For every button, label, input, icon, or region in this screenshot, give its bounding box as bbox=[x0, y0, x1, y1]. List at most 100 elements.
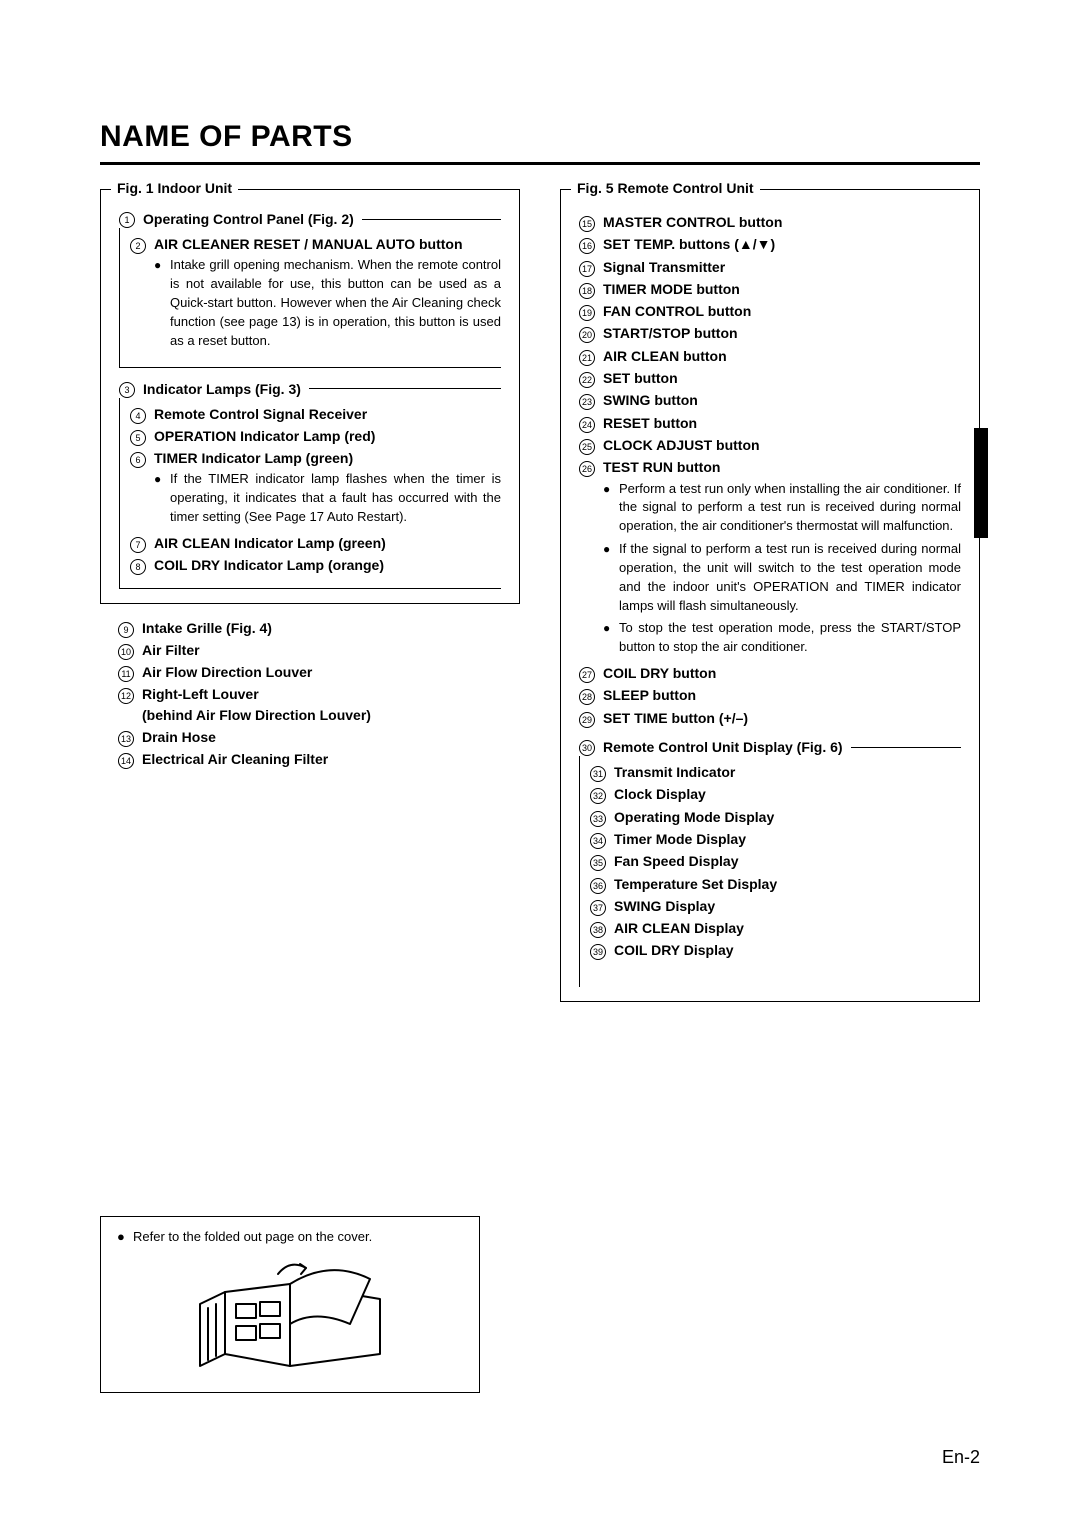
item-number: 36 bbox=[590, 878, 606, 894]
two-column-layout: Fig. 1 Indoor Unit 1 Operating Control P… bbox=[100, 189, 980, 1016]
parts-item: 17Signal Transmitter bbox=[579, 257, 961, 277]
footer-note: ● Refer to the folded out page on the co… bbox=[117, 1229, 463, 1244]
item-label: RESET button bbox=[603, 415, 697, 431]
item-number: 19 bbox=[579, 305, 595, 321]
parts-item: 36 Temperature Set Display bbox=[590, 874, 961, 894]
item-label: Remote Control Signal Receiver bbox=[154, 406, 367, 422]
side-tab bbox=[974, 428, 988, 538]
item-label: SWING Display bbox=[614, 898, 715, 914]
parts-item: 38AIR CLEAN Display bbox=[590, 918, 961, 938]
parts-item: 19 FAN CONTROL button bbox=[579, 301, 961, 321]
foldout-book-icon bbox=[180, 1254, 400, 1374]
item-number: 5 bbox=[130, 430, 146, 446]
item-number: 27 bbox=[579, 667, 595, 683]
page-number: En-2 bbox=[942, 1447, 980, 1468]
item-label: Air Filter bbox=[142, 642, 200, 658]
item-number: 2 bbox=[130, 238, 146, 254]
item-label: Fan Speed Display bbox=[614, 853, 738, 869]
parts-item: 13 Drain Hose bbox=[118, 727, 520, 747]
item-number: 4 bbox=[130, 408, 146, 424]
footer-note-text: Refer to the folded out page on the cove… bbox=[133, 1229, 372, 1244]
item-label: COIL DRY Indicator Lamp (orange) bbox=[154, 557, 384, 573]
item-number: 31 bbox=[590, 766, 606, 782]
parts-item: 10 Air Filter bbox=[118, 640, 520, 660]
item-label: TEST RUN button bbox=[603, 459, 720, 475]
title-rule bbox=[100, 162, 980, 165]
item-bullets: ●Intake grill opening mechanism. When th… bbox=[154, 256, 501, 350]
parts-item: 2AIR CLEANER RESET / MANUAL AUTO button●… bbox=[130, 234, 501, 355]
item-label: Transmit Indicator bbox=[614, 764, 735, 780]
parts-item: 21AIR CLEAN button bbox=[579, 346, 961, 366]
footer-box: ● Refer to the folded out page on the co… bbox=[100, 1216, 480, 1393]
remote-control-box: Fig. 5 Remote Control Unit 15MASTER CONT… bbox=[560, 189, 980, 1002]
item-label: AIR CLEAN button bbox=[603, 348, 727, 364]
item-label: MASTER CONTROL button bbox=[603, 214, 782, 230]
item-number: 33 bbox=[590, 811, 606, 827]
item-label: Clock Display bbox=[614, 786, 706, 802]
parts-item: 8 COIL DRY Indicator Lamp (orange) bbox=[130, 555, 501, 575]
item-label: Timer Mode Display bbox=[614, 831, 746, 847]
group-heading-indicator-lamps: 3 Indicator Lamps (Fig. 3) bbox=[119, 380, 501, 398]
item-label: Signal Transmitter bbox=[603, 259, 725, 275]
parts-item: 22 SET button bbox=[579, 368, 961, 388]
item-label: COIL DRY button bbox=[603, 665, 716, 681]
item-label: Intake Grille (Fig. 4) bbox=[142, 620, 272, 636]
item-number: 13 bbox=[118, 731, 134, 747]
item-label: START/STOP button bbox=[603, 325, 738, 341]
item-label: Indicator Lamps (Fig. 3) bbox=[143, 381, 301, 397]
item-list: 2AIR CLEANER RESET / MANUAL AUTO button●… bbox=[119, 228, 501, 368]
item-label: SET button bbox=[603, 370, 678, 386]
item-number: 3 bbox=[119, 382, 135, 398]
item-label: TIMER Indicator Lamp (green) bbox=[154, 450, 353, 466]
item-number: 20 bbox=[579, 327, 595, 343]
parts-item: 9 Intake Grille (Fig. 4) bbox=[118, 618, 520, 638]
right-column: Fig. 5 Remote Control Unit 15MASTER CONT… bbox=[560, 189, 980, 1016]
bullet-text: If the signal to perform a test run is r… bbox=[619, 540, 961, 615]
fig5-label: Fig. 5 Remote Control Unit bbox=[571, 180, 760, 196]
item-label: FAN CONTROL button bbox=[603, 303, 751, 319]
item-number: 32 bbox=[590, 788, 606, 804]
parts-item: 12Right-Left Louver(behind Air Flow Dire… bbox=[118, 684, 520, 725]
item-label: Right-Left Louver bbox=[142, 686, 259, 702]
item-number: 29 bbox=[579, 712, 595, 728]
item-label: SLEEP button bbox=[603, 687, 696, 703]
group-heading-remote-display: 30 Remote Control Unit Display (Fig. 6) bbox=[579, 738, 961, 756]
bullet-text: To stop the test operation mode, press t… bbox=[619, 619, 961, 657]
item-number: 25 bbox=[579, 439, 595, 455]
page-title: NAME OF PARTS bbox=[100, 120, 980, 154]
bullet-text: Perform a test run only when installing … bbox=[619, 480, 961, 537]
item-number: 10 bbox=[118, 644, 134, 660]
indoor-unit-box: Fig. 1 Indoor Unit 1 Operating Control P… bbox=[100, 189, 520, 604]
parts-item: 39COIL DRY Display bbox=[590, 940, 961, 960]
item-label: SET TIME button (+/–) bbox=[603, 710, 748, 726]
item-number: 18 bbox=[579, 283, 595, 299]
item-label: COIL DRY Display bbox=[614, 942, 734, 958]
parts-item: 35Fan Speed Display bbox=[590, 851, 961, 871]
item-label: Operating Control Panel (Fig. 2) bbox=[143, 211, 354, 227]
item-label: Temperature Set Display bbox=[614, 876, 777, 892]
parts-item: 16SET TEMP. buttons (▲/▼) bbox=[579, 234, 961, 254]
item-number: 15 bbox=[579, 216, 595, 232]
item-number: 7 bbox=[130, 537, 146, 553]
parts-item: 25CLOCK ADJUST button bbox=[579, 435, 961, 455]
item-number: 24 bbox=[579, 417, 595, 433]
item-number: 9 bbox=[118, 622, 134, 638]
item-number: 1 bbox=[119, 212, 135, 228]
parts-item: 14Electrical Air Cleaning Filter bbox=[118, 749, 520, 769]
item-label: TIMER MODE button bbox=[603, 281, 740, 297]
item-label: SET TEMP. buttons (▲/▼) bbox=[603, 236, 775, 252]
group-heading-operating-control-panel: 1 Operating Control Panel (Fig. 2) bbox=[119, 210, 501, 228]
item-number: 22 bbox=[579, 372, 595, 388]
parts-item: 7AIR CLEAN Indicator Lamp (green) bbox=[130, 533, 501, 553]
parts-item: 15 MASTER CONTROL button bbox=[579, 212, 961, 232]
item-number: 8 bbox=[130, 559, 146, 575]
item-list-tail: 9Intake Grille (Fig. 4)10Air Filter11Air… bbox=[118, 618, 520, 770]
item-label: Remote Control Unit Display (Fig. 6) bbox=[603, 739, 843, 755]
item-number: 28 bbox=[579, 689, 595, 705]
parts-item: 26TEST RUN button●Perform a test run onl… bbox=[579, 457, 961, 661]
parts-item: 37 SWING Display bbox=[590, 896, 961, 916]
item-label: Electrical Air Cleaning Filter bbox=[142, 751, 328, 767]
item-number: 37 bbox=[590, 900, 606, 916]
item-label: Drain Hose bbox=[142, 729, 216, 745]
parts-item: 28 SLEEP button bbox=[579, 685, 961, 705]
